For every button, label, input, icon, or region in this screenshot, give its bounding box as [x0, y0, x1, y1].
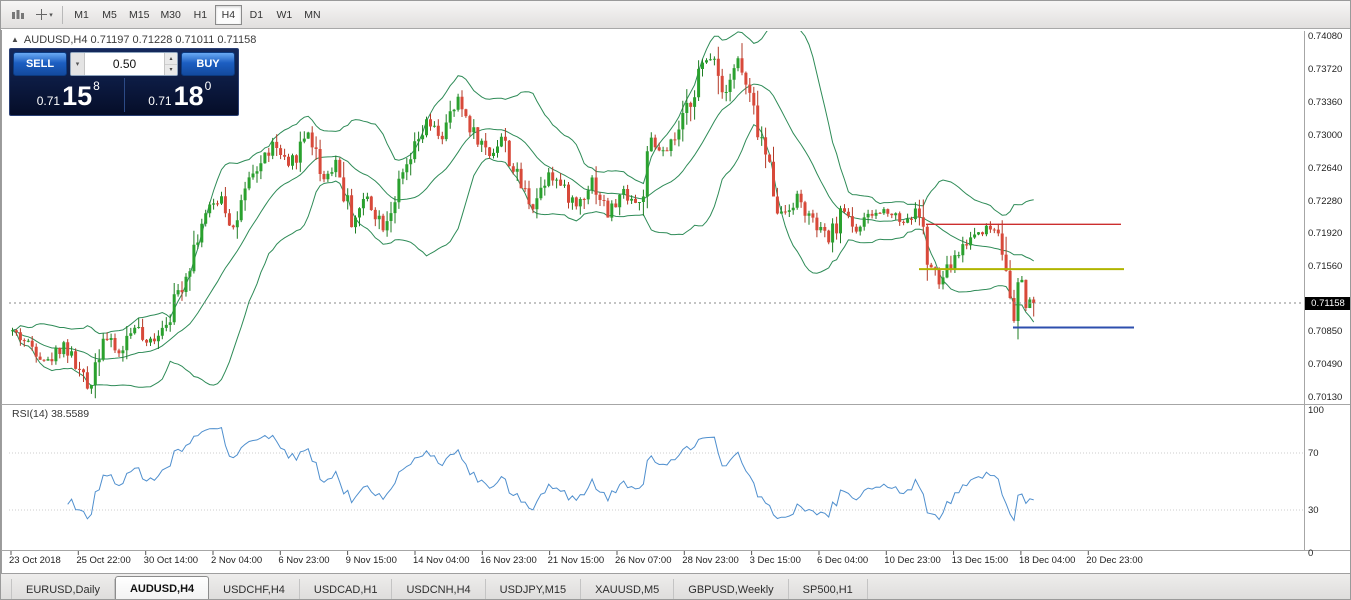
price-axis-label: 0.70850: [1308, 326, 1343, 338]
price-axis-label: 0.72280: [1308, 195, 1343, 207]
price-axis-label: 0.74080: [1308, 31, 1343, 42]
lot-size-field: ▾ ▴ ▾: [70, 52, 178, 76]
sell-price-display[interactable]: 0.71 15 8: [13, 78, 124, 112]
dropdown-caret-icon: ▾: [49, 11, 53, 19]
buy-price-big: 18: [173, 81, 204, 111]
rsi-axis-label: 100: [1308, 405, 1324, 417]
rsi-indicator-label: RSI(14) 38.5589: [12, 408, 90, 420]
price-axis-label: 0.73000: [1308, 129, 1343, 141]
rsi-panel-area[interactable]: [9, 406, 1304, 550]
timeframe-button-h1[interactable]: H1: [193, 8, 208, 21]
time-axis-label: 3 Dec 15:00: [749, 555, 801, 566]
lot-size-input[interactable]: [85, 53, 164, 75]
chart-tab-usdjpy-m15[interactable]: USDJPY,M15: [486, 579, 582, 599]
timeframe-buttons: M1 M5 M15 M30 H1 H4 D1 W1 MN: [68, 4, 327, 25]
chart-tab-usdcnh-h4[interactable]: USDCNH,H4: [392, 579, 486, 599]
timeframe-button-h4[interactable]: H4: [214, 4, 242, 25]
time-axis-label: 9 Nov 15:00: [345, 555, 397, 566]
chart-tab-gbpusd-weekly[interactable]: GBPUSD,Weekly: [674, 579, 789, 599]
timeframe-button-m15[interactable]: M15: [129, 8, 150, 21]
time-axis-label: 10 Dec 23:00: [884, 555, 941, 566]
sell-price-small: 0.71: [36, 94, 61, 108]
one-click-collapse-icon[interactable]: ▲: [11, 35, 19, 44]
chart-tabs-bar: EURUSD,Daily AUDUSD,H4 USDCHF,H4 USDCAD,H1 U…: [1, 573, 1350, 599]
sell-price-sup: 8: [93, 79, 100, 93]
time-axis-label: 25 Oct 22:00: [76, 555, 131, 566]
timeframe-button-mn[interactable]: MN: [304, 8, 321, 21]
chart-tab-audusd-h4[interactable]: AUDUSD,H4: [114, 576, 210, 599]
time-axis-label: 30 Oct 14:00: [143, 555, 199, 566]
price-divider: [123, 78, 125, 112]
timeframe-toolbar: ▾ M1 M5 M15 M30 H1 H4 D1 W1 MN: [1, 1, 1350, 29]
rsi-axis-label: 0: [1308, 547, 1314, 559]
price-axis-label: 0.71920: [1308, 228, 1343, 240]
buy-price-sup: 0: [204, 79, 212, 93]
chart-tab-xauusd-m5[interactable]: XAUUSD,M5: [581, 579, 675, 599]
time-axis-label: 18 Dec 04:00: [1018, 555, 1076, 566]
toolbar-separator: [62, 5, 63, 24]
time-axis-label: 28 Nov 23:00: [682, 555, 739, 566]
timeframe-button-w1[interactable]: W1: [276, 8, 293, 21]
chart-tab-sp500-h1[interactable]: SP500,H1: [789, 579, 868, 599]
crosshair-icon[interactable]: ▾: [31, 4, 57, 26]
timeframe-button-m5[interactable]: M5: [102, 8, 117, 21]
time-axis-label: 6 Dec 04:00: [816, 555, 869, 566]
one-click-trading-panel: SELL ▾ ▴ ▾ BUY 0.71 15 8 0.71 18 0: [9, 48, 239, 116]
timeframe-button-m30[interactable]: M30: [160, 8, 181, 21]
bar-chart-icon[interactable]: [5, 4, 31, 26]
chart-ohlc-text: AUDUSD,H4 0.71197 0.71228 0.71011 0.7115…: [23, 34, 257, 46]
price-axis-label: 0.70490: [1308, 359, 1343, 371]
chart-ohlc-header: ▲ AUDUSD,H4 0.71197 0.71228 0.71011 0.71…: [11, 34, 256, 46]
bar-chart-icon-glyph: [12, 9, 24, 19]
buy-price-small: 0.71: [148, 94, 172, 108]
chart-tab-usdchf-h4[interactable]: USDCHF,H4: [209, 579, 300, 599]
timeframe-button-d1[interactable]: D1: [249, 8, 264, 21]
time-axis-label: 23 Oct 2018: [9, 555, 61, 566]
chart-tab-eurusd-daily[interactable]: EURUSD,Daily: [11, 579, 115, 599]
timeframe-button-m1[interactable]: M1: [74, 8, 89, 21]
time-axis-label: 21 Nov 15:00: [547, 555, 605, 566]
buy-button[interactable]: BUY: [181, 52, 235, 76]
price-axis-label: 0.70130: [1308, 392, 1343, 403]
chart-tab-usdcad-h1[interactable]: USDCAD,H1: [300, 579, 393, 599]
lot-dropdown-icon[interactable]: ▾: [71, 53, 85, 75]
time-axis-label: 6 Nov 23:00: [278, 555, 330, 566]
chart-window: [1, 30, 1350, 573]
sell-price-big: 15: [62, 81, 93, 111]
rsi-axis-label: 70: [1308, 448, 1319, 459]
chart-rsi-splitter[interactable]: [1, 403, 1350, 407]
price-axis-label: 0.72640: [1308, 162, 1343, 174]
time-axis-label: 2 Nov 04:00: [210, 555, 263, 566]
time-axis-label: 26 Nov 07:00: [614, 555, 672, 566]
buy-price-display[interactable]: 0.71 18 0: [125, 78, 236, 112]
current-price-badge: 0.71158: [1305, 296, 1350, 310]
rsi-axis-label: 30: [1308, 505, 1319, 516]
time-axis-label: 14 Nov 04:00: [412, 555, 470, 566]
price-axis-label: 0.73720: [1308, 63, 1343, 75]
time-axis-label: 16 Nov 23:00: [480, 555, 537, 566]
lot-step-up-icon[interactable]: ▴: [165, 53, 177, 65]
price-axis-label: 0.73360: [1308, 96, 1343, 108]
crosshair-icon-glyph: [36, 9, 48, 20]
lot-stepper: ▴ ▾: [164, 53, 177, 75]
time-axis-label: 20 Dec 23:00: [1086, 555, 1143, 566]
sell-button[interactable]: SELL: [13, 52, 67, 76]
time-axis-label: 13 Dec 15:00: [951, 555, 1009, 566]
lot-step-down-icon[interactable]: ▾: [165, 64, 177, 75]
price-axis-label: 0.71560: [1308, 261, 1343, 273]
